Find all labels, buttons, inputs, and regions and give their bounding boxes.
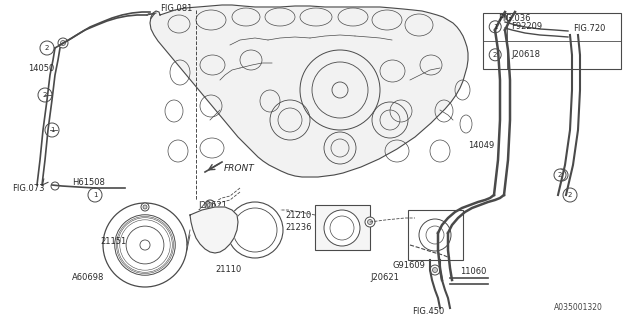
- Text: 2: 2: [43, 92, 47, 98]
- Circle shape: [141, 203, 149, 211]
- Text: F92209: F92209: [511, 22, 542, 31]
- Circle shape: [58, 38, 68, 48]
- Circle shape: [61, 41, 65, 45]
- Circle shape: [324, 210, 360, 246]
- Text: FIG.073: FIG.073: [12, 183, 45, 193]
- Text: 21110: 21110: [215, 266, 241, 275]
- Text: 14049: 14049: [468, 140, 494, 149]
- Text: H61508: H61508: [72, 178, 105, 187]
- Circle shape: [207, 203, 212, 207]
- Text: 1: 1: [93, 192, 97, 198]
- Text: FRONT: FRONT: [224, 164, 255, 172]
- Polygon shape: [190, 207, 238, 253]
- Text: 2: 2: [493, 52, 497, 58]
- Circle shape: [489, 49, 501, 61]
- Circle shape: [559, 172, 565, 178]
- Circle shape: [40, 41, 54, 55]
- Text: J20621: J20621: [198, 202, 227, 211]
- Text: A035001320: A035001320: [554, 303, 602, 313]
- Circle shape: [489, 21, 501, 33]
- Circle shape: [45, 123, 59, 137]
- Bar: [408, 210, 463, 260]
- Circle shape: [205, 200, 215, 210]
- Text: 21236: 21236: [285, 222, 312, 231]
- Circle shape: [143, 205, 147, 209]
- Circle shape: [51, 182, 59, 190]
- Text: A60698: A60698: [72, 274, 104, 283]
- Circle shape: [38, 88, 52, 102]
- Circle shape: [563, 188, 577, 202]
- Circle shape: [556, 169, 568, 181]
- Text: J20621: J20621: [370, 274, 399, 283]
- Bar: [483, 13, 621, 69]
- Circle shape: [433, 268, 438, 273]
- Circle shape: [430, 265, 440, 275]
- Circle shape: [367, 220, 372, 225]
- Text: J20618: J20618: [511, 50, 540, 59]
- Text: FIG.720: FIG.720: [573, 23, 605, 33]
- Text: 21151: 21151: [100, 237, 126, 246]
- Text: G91609: G91609: [392, 260, 425, 269]
- Text: 2: 2: [45, 45, 49, 51]
- Text: FIG.081: FIG.081: [160, 4, 193, 12]
- Circle shape: [88, 188, 102, 202]
- Circle shape: [140, 240, 150, 250]
- Polygon shape: [150, 5, 468, 177]
- Text: 1: 1: [50, 127, 54, 133]
- Circle shape: [365, 217, 375, 227]
- Bar: [315, 205, 370, 250]
- Text: 11060: 11060: [460, 268, 486, 276]
- Text: 14050: 14050: [28, 63, 54, 73]
- Text: FIG.036: FIG.036: [498, 13, 531, 22]
- Circle shape: [554, 169, 566, 181]
- Text: FIG.450: FIG.450: [412, 308, 444, 316]
- Text: 1: 1: [493, 24, 497, 30]
- Text: 2: 2: [568, 192, 572, 198]
- Text: 21210: 21210: [285, 211, 311, 220]
- Text: 2: 2: [558, 172, 562, 178]
